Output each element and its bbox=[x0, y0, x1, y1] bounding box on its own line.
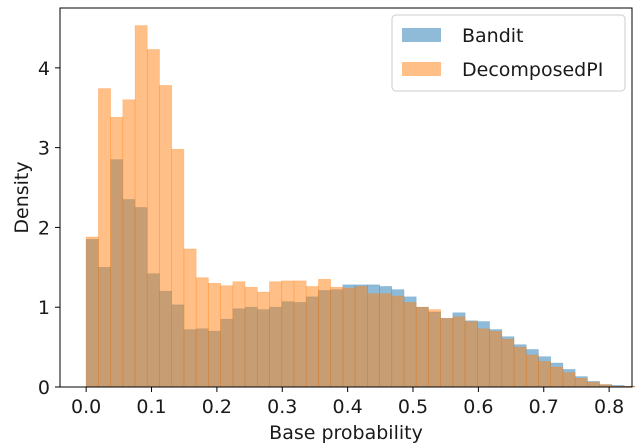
y-axis: 0 1 2 3 4 bbox=[38, 58, 60, 399]
y-tick-label: 1 bbox=[38, 297, 50, 319]
bar-decomposedpi bbox=[293, 280, 307, 388]
legend-frame bbox=[391, 14, 626, 92]
bar-decomposedpi bbox=[562, 372, 576, 388]
bar-decomposedpi bbox=[354, 286, 368, 388]
x-tick-label: 0.4 bbox=[333, 396, 363, 418]
x-tick-label: 0.8 bbox=[594, 396, 624, 418]
bar-decomposedpi bbox=[440, 318, 454, 388]
x-tick-label: 0.6 bbox=[463, 396, 493, 418]
bar-decomposedpi bbox=[525, 354, 539, 388]
bar-decomposedpi bbox=[587, 381, 600, 388]
bar-decomposedpi bbox=[110, 117, 124, 388]
x-tick-label: 0.5 bbox=[398, 396, 428, 418]
bar-decomposedpi bbox=[98, 88, 111, 388]
bar-decomposedpi bbox=[550, 366, 564, 388]
x-axis: 0.0 0.1 0.2 0.3 0.4 0.5 0.6 0.7 0.8 bbox=[71, 387, 624, 418]
legend-swatch-bandit bbox=[402, 28, 441, 42]
bar-decomposedpi bbox=[513, 346, 527, 388]
legend: Bandit DecomposedPI bbox=[391, 14, 626, 92]
y-tick-label: 4 bbox=[38, 58, 50, 80]
legend-label-bandit: Bandit bbox=[462, 25, 524, 47]
bar-decomposedpi bbox=[318, 278, 331, 388]
plot-frame bbox=[59, 7, 633, 388]
bar-decomposedpi bbox=[85, 236, 99, 388]
bar-decomposedpi bbox=[477, 328, 490, 388]
x-tick-label: 0.0 bbox=[71, 396, 101, 418]
x-tick-label: 0.3 bbox=[267, 396, 297, 418]
bar-decomposedpi bbox=[220, 285, 234, 388]
bar-decomposedpi bbox=[171, 148, 185, 388]
bar-decomposedpi bbox=[134, 25, 148, 388]
bar-decomposedpi bbox=[415, 306, 429, 388]
bar-decomposedpi bbox=[244, 286, 258, 388]
bar-decomposedpi bbox=[305, 286, 319, 388]
bar-decomposedpi bbox=[489, 330, 503, 388]
x-tick-label: 0.1 bbox=[136, 396, 166, 418]
legend-label-decomposedpi: DecomposedPI bbox=[462, 59, 603, 81]
y-tick-label: 2 bbox=[38, 217, 50, 239]
x-tick-label: 0.2 bbox=[202, 396, 232, 418]
bar-decomposedpi bbox=[232, 281, 246, 388]
bars-layer bbox=[85, 25, 635, 388]
bar-decomposedpi bbox=[146, 49, 160, 388]
bar-decomposedpi bbox=[159, 85, 173, 388]
x-tick-label: 0.7 bbox=[529, 396, 559, 418]
bar-decomposedpi bbox=[195, 277, 209, 388]
bar-decomposedpi bbox=[122, 99, 136, 388]
bar-decomposedpi bbox=[208, 282, 221, 388]
bar-decomposedpi bbox=[379, 293, 393, 388]
bar-decomposedpi bbox=[281, 280, 295, 388]
y-axis-title: Density bbox=[11, 161, 33, 233]
bar-decomposedpi bbox=[403, 302, 417, 388]
y-tick-label: 0 bbox=[38, 377, 50, 399]
bar-decomposedpi bbox=[330, 286, 344, 388]
bar-decomposedpi bbox=[538, 361, 551, 388]
legend-swatch-decomposedpi bbox=[402, 62, 441, 76]
bar-decomposedpi bbox=[256, 291, 270, 388]
bar-decomposedpi bbox=[428, 309, 441, 388]
bar-decomposedpi bbox=[391, 295, 405, 388]
bar-decomposedpi bbox=[574, 377, 588, 388]
bar-decomposedpi bbox=[452, 316, 466, 388]
y-tick-label: 3 bbox=[38, 138, 50, 160]
bar-decomposedpi bbox=[269, 281, 283, 388]
bar-decomposedpi bbox=[183, 248, 197, 388]
x-axis-title: Base probability bbox=[269, 422, 423, 444]
bar-decomposedpi bbox=[464, 321, 478, 388]
bar-decomposedpi bbox=[342, 287, 356, 388]
bar-decomposedpi bbox=[501, 338, 515, 388]
bar-decomposedpi bbox=[367, 293, 380, 388]
